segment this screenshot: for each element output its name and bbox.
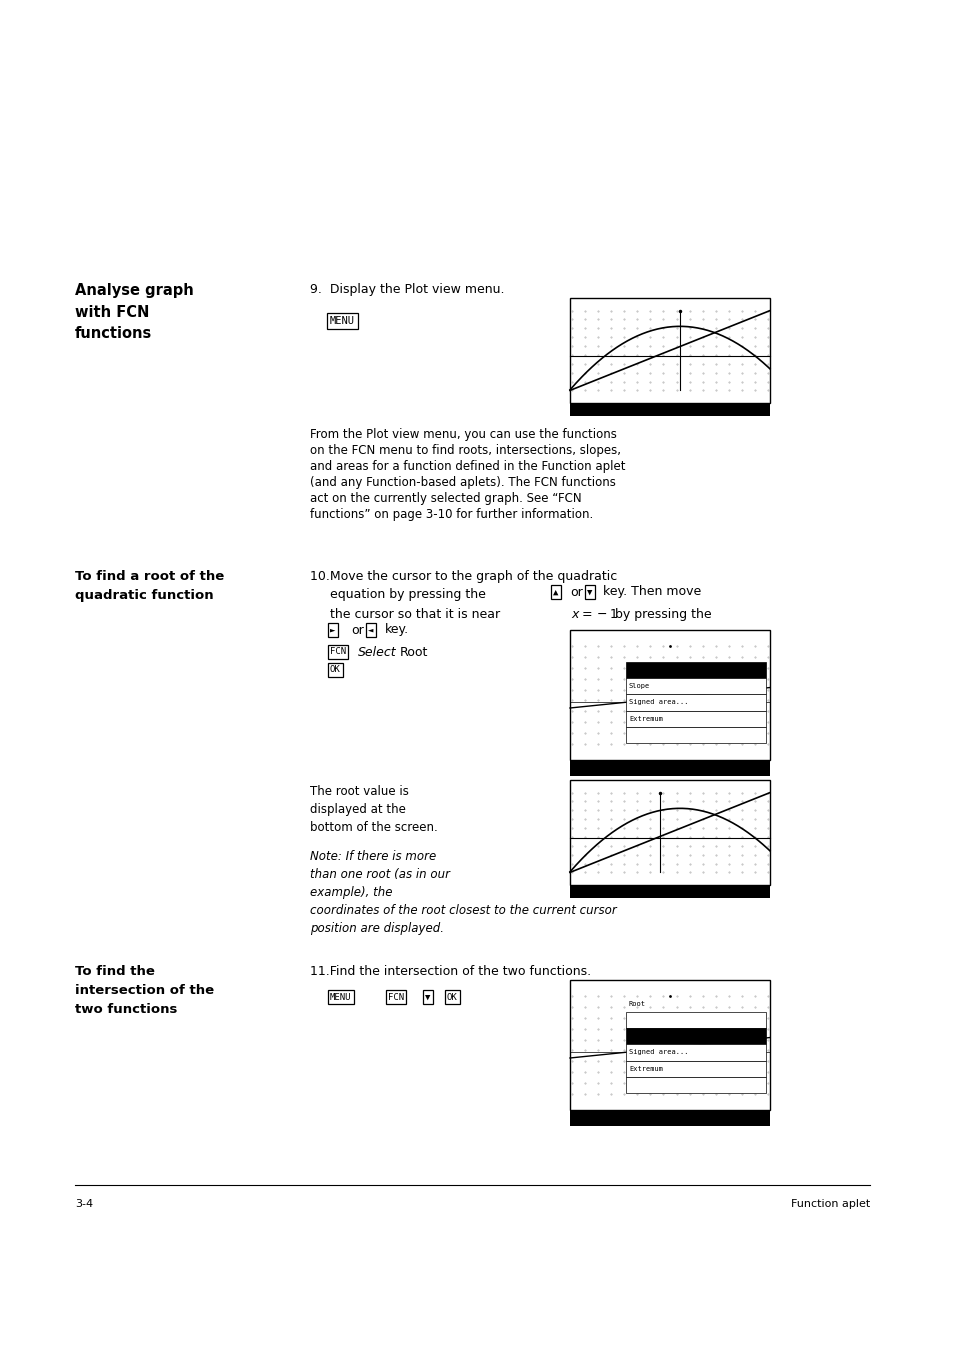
Text: act on the currently selected graph. See “FCN: act on the currently selected graph. See… bbox=[310, 492, 581, 505]
Text: CANCL  OK: CANCL OK bbox=[704, 1100, 734, 1105]
Text: Function aplet: Function aplet bbox=[790, 1198, 869, 1209]
Text: Analyse graph
with FCN
functions: Analyse graph with FCN functions bbox=[75, 282, 193, 342]
Text: To find the
intersection of the
two functions: To find the intersection of the two func… bbox=[75, 965, 213, 1016]
Text: key. Then move: key. Then move bbox=[602, 585, 700, 598]
Bar bbox=[625, 678, 765, 694]
Text: Extremum: Extremum bbox=[628, 716, 662, 721]
Text: The root value is
displayed at the
bottom of the screen.: The root value is displayed at the botto… bbox=[310, 785, 437, 834]
Bar bbox=[569, 630, 769, 761]
Bar bbox=[625, 727, 765, 743]
Text: Root: Root bbox=[628, 1001, 645, 1006]
Text: MENU: MENU bbox=[330, 316, 355, 326]
Text: key.: key. bbox=[385, 624, 409, 636]
Bar bbox=[625, 694, 765, 711]
Text: 11.Find the intersection of the two functions.: 11.Find the intersection of the two func… bbox=[310, 965, 591, 978]
Text: Signed area...: Signed area... bbox=[628, 1050, 688, 1055]
Bar bbox=[569, 403, 769, 416]
Bar bbox=[625, 1028, 765, 1044]
Text: by pressing the: by pressing the bbox=[615, 608, 711, 621]
Text: CANCL  OK: CANCL OK bbox=[704, 750, 734, 755]
Text: and areas for a function defined in the Function aplet: and areas for a function defined in the … bbox=[310, 459, 625, 473]
Bar bbox=[625, 1044, 765, 1061]
Bar bbox=[625, 711, 765, 727]
Text: FCN: FCN bbox=[330, 647, 346, 657]
Text: Signed area...: Signed area... bbox=[628, 700, 688, 705]
Text: Slope: Slope bbox=[628, 684, 650, 689]
Text: OK: OK bbox=[330, 666, 340, 674]
Text: FCN: FCN bbox=[388, 993, 404, 1001]
Bar bbox=[625, 1061, 765, 1077]
Bar bbox=[625, 1077, 765, 1093]
Text: ▼: ▼ bbox=[586, 588, 592, 597]
Bar bbox=[569, 885, 769, 897]
Text: Root: Root bbox=[399, 646, 428, 658]
Text: Root: Root bbox=[628, 651, 645, 657]
Text: (and any Function-based aplets). The FCN functions: (and any Function-based aplets). The FCN… bbox=[310, 476, 616, 489]
Text: 9.  Display the Plot view menu.: 9. Display the Plot view menu. bbox=[310, 282, 504, 296]
Text: equation by pressing the: equation by pressing the bbox=[330, 588, 485, 601]
Bar bbox=[569, 299, 769, 403]
Text: Slope: Slope bbox=[628, 1034, 650, 1039]
Bar bbox=[569, 979, 769, 1111]
Text: ◄: ◄ bbox=[368, 626, 373, 635]
Text: ▼: ▼ bbox=[424, 993, 430, 1001]
Text: MENU: MENU bbox=[330, 993, 351, 1001]
Bar bbox=[625, 1012, 765, 1028]
Text: MENU: MENU bbox=[753, 877, 766, 881]
Text: From the Plot view menu, you can use the functions: From the Plot view menu, you can use the… bbox=[310, 428, 617, 440]
Text: ZOOM|TRAC|GOTO| FCN |DEFN|MENU: ZOOM|TRAC|GOTO| FCN |DEFN|MENU bbox=[620, 394, 718, 400]
Text: Note: If there is more
than one root (as in our
example), the
coordinates of the: Note: If there is more than one root (as… bbox=[310, 850, 616, 935]
Bar bbox=[569, 780, 769, 885]
Text: the cursor so that it is near: the cursor so that it is near bbox=[330, 608, 499, 621]
Text: Intersection: Intersection bbox=[628, 667, 679, 673]
Text: Intersection: Intersection bbox=[628, 1017, 679, 1023]
Text: Select: Select bbox=[357, 646, 396, 658]
Text: Extremum: Extremum bbox=[628, 1066, 662, 1071]
Text: on the FCN menu to find roots, intersections, slopes,: on the FCN menu to find roots, intersect… bbox=[310, 444, 620, 457]
Text: 3-4: 3-4 bbox=[75, 1198, 93, 1209]
Text: ►: ► bbox=[330, 626, 335, 635]
Text: or: or bbox=[351, 624, 363, 636]
Bar bbox=[569, 761, 769, 775]
Text: ▲: ▲ bbox=[553, 588, 558, 597]
Text: $x = -1$: $x = -1$ bbox=[571, 608, 618, 621]
Text: ROOT: -1.58576649763: ROOT: -1.58576649763 bbox=[573, 877, 638, 881]
Bar bbox=[625, 662, 765, 678]
Bar bbox=[569, 1111, 769, 1125]
Text: OK: OK bbox=[447, 993, 457, 1001]
Text: 10.Move the cursor to the graph of the quadratic: 10.Move the cursor to the graph of the q… bbox=[310, 570, 617, 584]
Text: or: or bbox=[569, 585, 582, 598]
Text: To find a root of the
quadratic function: To find a root of the quadratic function bbox=[75, 570, 224, 603]
Text: functions” on page 3-10 for further information.: functions” on page 3-10 for further info… bbox=[310, 508, 593, 521]
